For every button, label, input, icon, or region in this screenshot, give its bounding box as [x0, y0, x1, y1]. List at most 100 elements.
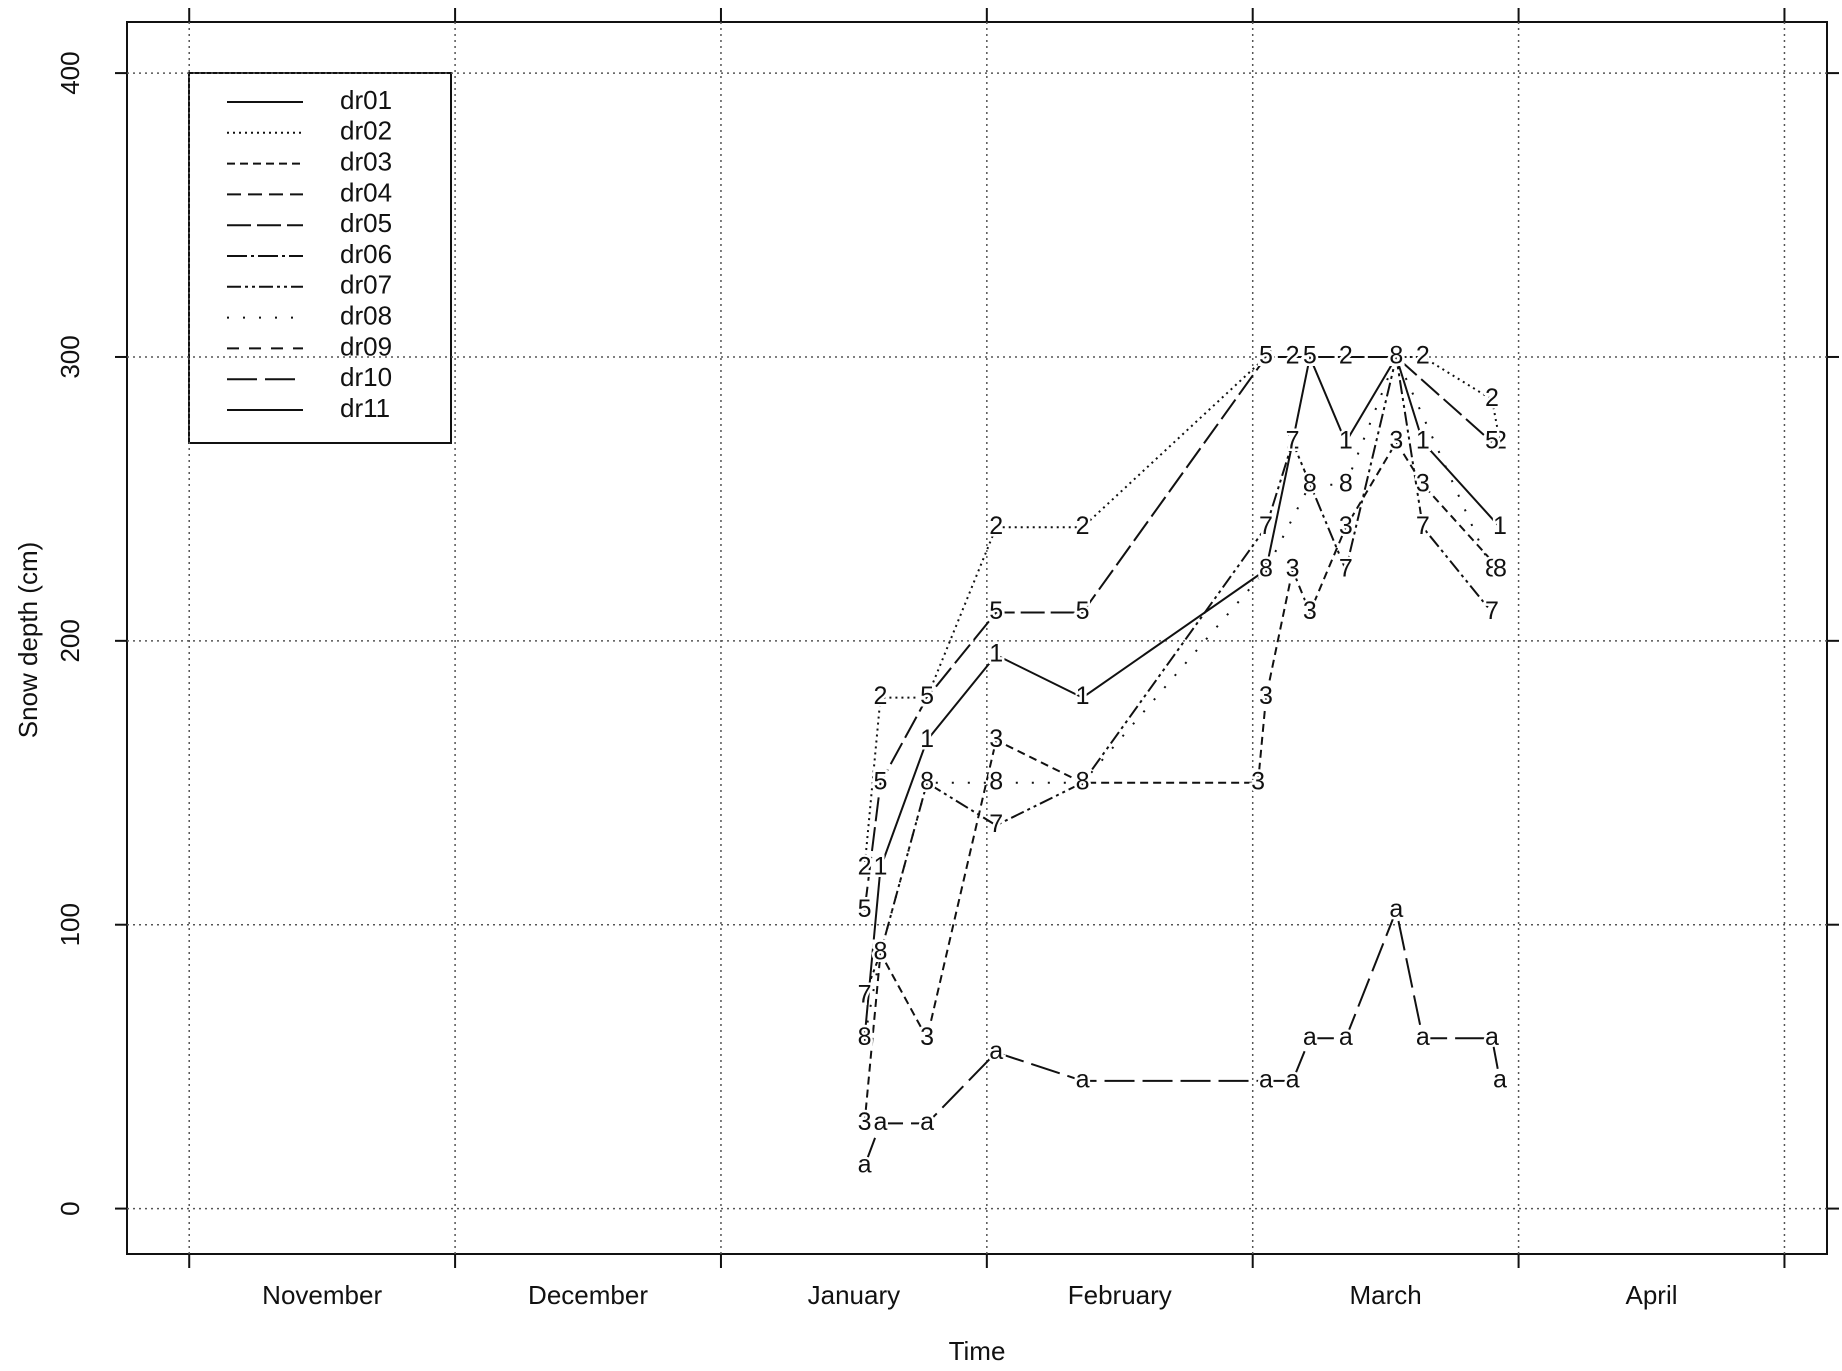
point-symbol: 8: [989, 767, 1003, 795]
point-symbol: 2: [1416, 342, 1430, 370]
point-symbol: a: [920, 1108, 934, 1136]
point-symbol: 7: [1389, 342, 1403, 370]
point-symbol: a: [858, 1151, 872, 1179]
point-symbol: 3: [1076, 767, 1090, 795]
point-symbol: 2: [1485, 384, 1499, 412]
point-symbol: 8: [1493, 554, 1507, 582]
point-symbol: 8: [920, 767, 934, 795]
point-symbol: 2: [989, 512, 1003, 540]
point-symbol: 5: [1303, 342, 1317, 370]
legend-label: dr11: [340, 393, 390, 423]
point-symbol: 7: [1339, 554, 1353, 582]
y-axis-label: Snow depth (cm): [13, 542, 43, 739]
point-symbol: 2: [1286, 342, 1300, 370]
y-tick-label: 200: [55, 619, 85, 662]
legend-label: dr05: [340, 208, 392, 238]
point-symbol: 3: [1416, 469, 1430, 497]
point-symbol: 7: [1076, 767, 1090, 795]
point-symbol: 1: [1493, 512, 1507, 540]
legend-label: dr10: [340, 362, 392, 392]
point-symbol: a: [1389, 895, 1403, 923]
point-symbol: 8: [1389, 342, 1403, 370]
point-symbol: 7: [1259, 512, 1273, 540]
point-symbol: 3: [1389, 427, 1403, 455]
point-symbol: a: [989, 1037, 1003, 1065]
point-symbol: 7: [1286, 427, 1300, 455]
y-tick-label: 400: [55, 51, 85, 94]
point-symbol: 1: [1416, 427, 1430, 455]
point-symbol: 1: [989, 640, 1003, 668]
point-symbol: 1: [858, 1023, 872, 1051]
point-symbol: 5: [1485, 427, 1499, 455]
point-symbol: 1: [874, 853, 888, 881]
legend-label: dr04: [340, 177, 392, 207]
point-symbol: 1: [1076, 682, 1090, 710]
x-tick-label: March: [1350, 1280, 1422, 1310]
point-symbol: a: [1076, 1065, 1090, 1093]
legend-label: dr06: [340, 239, 392, 269]
point-symbol: 2: [1076, 512, 1090, 540]
x-tick-label: February: [1068, 1280, 1172, 1310]
point-symbol: 7: [1416, 512, 1430, 540]
point-symbol: 1: [1286, 427, 1300, 455]
point-symbol: 3: [1251, 767, 1265, 795]
point-symbol: 3: [920, 1023, 934, 1051]
point-symbol: a: [874, 1108, 888, 1136]
point-symbol: 5: [1076, 597, 1090, 625]
point-symbol: 8: [858, 1023, 872, 1051]
point-symbol: a: [1339, 1023, 1353, 1051]
point-symbol: 7: [989, 810, 1003, 838]
point-symbol: 5: [858, 895, 872, 923]
plot-frame: [126, 21, 1828, 1255]
legend-label: dr01: [340, 85, 392, 115]
x-tick-label: December: [528, 1280, 648, 1310]
series-line: [863, 354, 1500, 1039]
point-symbol: 3: [1259, 682, 1273, 710]
series-line: [863, 355, 1501, 869]
point-symbol: 5: [920, 682, 934, 710]
point-symbol: 8: [874, 938, 888, 966]
point-symbol: 3: [858, 1108, 872, 1136]
point-symbol: 5: [1259, 342, 1273, 370]
point-symbol: 3: [1286, 554, 1300, 582]
series-line: [863, 353, 1501, 1039]
point-symbol: 3: [1493, 554, 1507, 582]
y-tick-label: 100: [55, 903, 85, 946]
point-symbol: 5: [989, 597, 1003, 625]
point-symbol: 2: [858, 853, 872, 881]
x-tick-label: April: [1626, 1280, 1678, 1310]
point-symbol: 2: [920, 682, 934, 710]
legend-label: dr09: [340, 331, 392, 361]
point-symbol: 7: [858, 980, 872, 1008]
point-symbol: a: [1286, 1065, 1300, 1093]
point-symbol: 8: [1259, 554, 1273, 582]
point-symbol: 8: [1303, 469, 1317, 497]
series-line: [863, 355, 1493, 911]
legend-label: dr08: [340, 300, 392, 330]
legend-label: dr07: [340, 270, 392, 300]
point-symbol: 1: [1259, 554, 1273, 582]
point-symbol: 7: [874, 938, 888, 966]
x-tick-label: January: [808, 1280, 901, 1310]
x-tick-label: November: [262, 1280, 382, 1310]
point-symbol: 7: [1485, 597, 1499, 625]
point-symbol: 5: [1389, 342, 1403, 370]
point-symbol: 1: [1389, 342, 1403, 370]
point-symbol: a: [1303, 1023, 1317, 1051]
point-symbol: a: [1485, 1023, 1499, 1051]
y-tick-label: 300: [55, 335, 85, 378]
point-symbol: 8: [1485, 554, 1499, 582]
point-symbol: a: [1259, 1065, 1273, 1093]
point-symbol: 2: [1493, 427, 1507, 455]
point-symbol: 3: [1303, 597, 1317, 625]
legend-box: [188, 72, 452, 444]
point-symbol: 2: [1259, 342, 1273, 370]
point-symbol: 1: [1339, 427, 1353, 455]
point-symbol: 8: [1339, 469, 1353, 497]
point-symbol: 3: [874, 938, 888, 966]
legend-label: dr03: [340, 146, 392, 176]
series-line: [863, 440, 1501, 1124]
x-axis-label: Time: [949, 1336, 1006, 1366]
